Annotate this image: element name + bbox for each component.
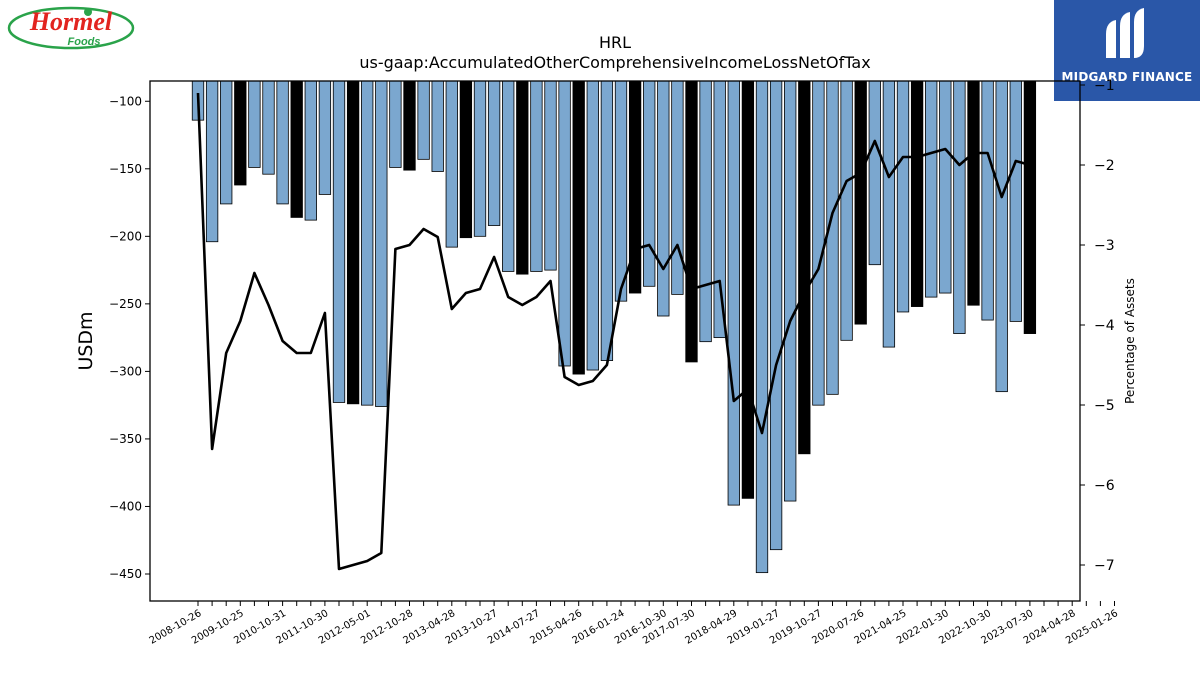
bar [953, 80, 966, 334]
y-tick-label-left: −450 [109, 567, 142, 581]
bar [769, 80, 783, 551]
hormel-logo-text: Hormel [29, 7, 113, 36]
midgard-finance-logo: MIDGARD FINANCE [1054, 0, 1200, 101]
midgard-logo-text: MIDGARD FINANCE [1061, 70, 1193, 84]
chart-title: HRL [599, 33, 631, 52]
bar [755, 80, 769, 574]
y-tick-label-right: −7 [1094, 558, 1115, 574]
y-tick-label-right: −1 [1094, 78, 1115, 94]
bar [530, 80, 543, 272]
bar [544, 80, 557, 271]
series-line [196, 92, 1031, 571]
bar [614, 80, 628, 302]
bar [262, 80, 275, 175]
bar [318, 80, 332, 195]
hormel-foods-logo: Hormel Foods [6, 4, 138, 52]
y-tick-label-right: −2 [1094, 158, 1115, 174]
bar [586, 80, 599, 371]
bar [713, 80, 726, 339]
bar [487, 80, 501, 226]
bar [840, 80, 853, 341]
bar [361, 80, 374, 406]
bar [1023, 80, 1037, 334]
bar [854, 80, 867, 325]
y-tick-label-left: −200 [109, 229, 142, 243]
bar [798, 80, 811, 455]
bar [220, 80, 233, 205]
bar [784, 80, 797, 502]
bar [375, 80, 388, 407]
y-axis-left: −100 −150 −200 −250 −300 −350 −400 −450 [109, 94, 150, 581]
bar [431, 80, 444, 172]
bar [572, 80, 585, 375]
bar [459, 80, 473, 239]
bars-layer [191, 80, 1037, 574]
bar [967, 80, 980, 306]
y-tick-label-right: −5 [1094, 398, 1115, 414]
plot-frame [149, 80, 1081, 602]
bar [699, 80, 712, 343]
bar [939, 80, 952, 294]
bar [389, 80, 402, 168]
y-axis-right: −1 −2 −3 −4 −5 −6 −7 [1080, 78, 1115, 574]
foods-logo-text: Foods [68, 36, 101, 48]
bar [868, 80, 881, 266]
bar [882, 80, 896, 348]
bar [403, 80, 416, 171]
bar [600, 80, 614, 361]
bar [234, 80, 247, 186]
y-tick-label-left: −400 [109, 499, 142, 513]
bar [685, 80, 698, 363]
y-tick-label-left: −350 [109, 432, 142, 446]
bar [1009, 80, 1022, 322]
bar [516, 80, 529, 275]
bar [643, 80, 656, 287]
x-axis: 2008-10-262009-10-252010-10-312011-10-30… [148, 601, 1120, 647]
bar [812, 80, 825, 406]
bar [981, 80, 994, 321]
bar [671, 80, 684, 295]
bar [332, 80, 346, 403]
chart-subtitle: us-gaap:AccumulatedOtherComprehensiveInc… [359, 53, 870, 72]
y-tick-label-right: −4 [1094, 318, 1115, 334]
bar [304, 80, 317, 221]
bar [925, 80, 938, 298]
bar [473, 80, 487, 237]
line-layer [196, 92, 1031, 571]
bar [826, 80, 839, 395]
y-tick-label-left: −250 [109, 297, 142, 311]
bar [558, 80, 571, 367]
bar [727, 80, 740, 506]
y-tick-label-left: −150 [109, 162, 142, 176]
bar [205, 80, 219, 243]
bar [502, 80, 515, 272]
bar [276, 80, 289, 205]
bar [290, 80, 303, 218]
bar [417, 80, 430, 160]
bar [741, 80, 755, 499]
bar [910, 80, 924, 307]
y-tick-label-right: −6 [1094, 478, 1115, 494]
y-tick-label-left: −100 [109, 94, 142, 108]
bar [346, 80, 360, 405]
y-axis-label-left: USDm [75, 311, 97, 370]
y-tick-label-left: −300 [109, 364, 142, 378]
y-tick-label-right: −3 [1094, 238, 1115, 254]
bar [445, 80, 458, 248]
bar [896, 80, 910, 313]
y-axis-label-right: Percentage of Assets [1123, 278, 1137, 404]
bar [248, 80, 261, 168]
bar [657, 80, 670, 317]
bar [995, 80, 1008, 393]
